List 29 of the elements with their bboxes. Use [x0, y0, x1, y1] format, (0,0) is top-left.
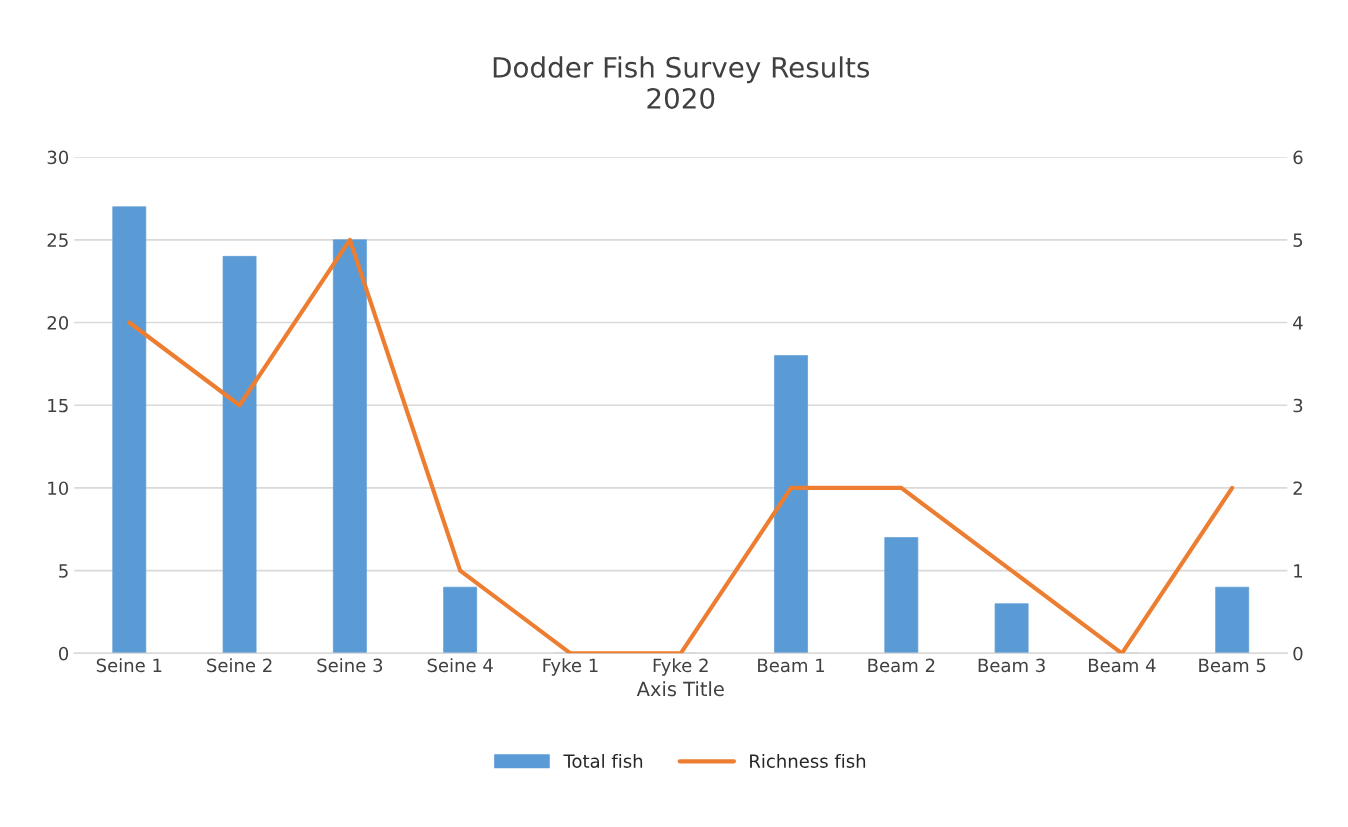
x-tick-label: Fyke 2: [653, 658, 708, 676]
y2-tick-label: 1: [1294, 564, 1303, 578]
x-tick-label: Beam 4: [1088, 658, 1156, 673]
y-tick-label: 25: [47, 233, 68, 247]
x-tick-label: Seine 3: [317, 658, 383, 673]
y-tick-label: 30: [47, 150, 69, 165]
y-tick-label: 10: [48, 481, 69, 496]
x-tick-label: Beam 2: [868, 658, 935, 673]
x-tick-label: Beam 5: [1199, 658, 1266, 673]
y2-tick-label: 0: [1293, 646, 1303, 661]
y2-tick-label: 5: [1293, 233, 1303, 247]
y-tick-label: 15: [48, 398, 68, 413]
x-tick-label: Beam 1: [758, 658, 825, 673]
chart-title: Dodder Fish Survey Results 2020: [493, 56, 870, 109]
y-tick-label: 5: [59, 564, 68, 578]
x-axis-title: Axis Title: [636, 681, 724, 697]
x-tick-label: Seine 2: [207, 658, 272, 673]
x-tick-label: Seine 1: [96, 658, 162, 673]
legend-label: Richness fish: [750, 753, 866, 768]
x-tick-label: Beam 3: [978, 658, 1045, 673]
y2-tick-label: 4: [1293, 316, 1303, 330]
y2-tick-label: 6: [1293, 150, 1303, 165]
legend-label: Total fish: [563, 753, 643, 768]
y-tick-label: 0: [58, 646, 69, 661]
y-tick-label: 20: [47, 315, 69, 330]
y2-tick-label: 2: [1293, 481, 1302, 495]
y2-tick-label: 3: [1293, 398, 1303, 413]
x-tick-label: Fyke 1: [543, 658, 598, 676]
x-tick-label: Seine 4: [427, 658, 493, 673]
